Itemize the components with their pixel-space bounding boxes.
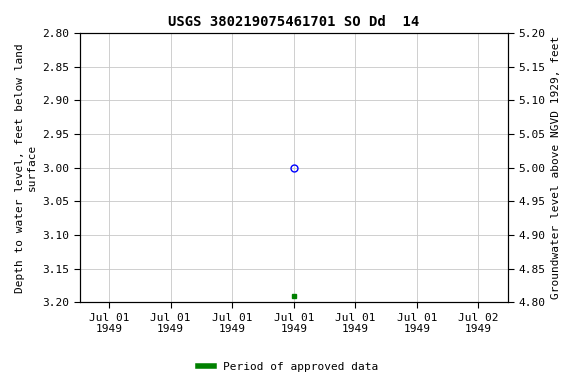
Y-axis label: Groundwater level above NGVD 1929, feet: Groundwater level above NGVD 1929, feet xyxy=(551,36,561,299)
Legend: Period of approved data: Period of approved data xyxy=(193,358,383,377)
Title: USGS 380219075461701 SO Dd  14: USGS 380219075461701 SO Dd 14 xyxy=(168,15,419,29)
Y-axis label: Depth to water level, feet below land
surface: Depth to water level, feet below land su… xyxy=(15,43,37,293)
